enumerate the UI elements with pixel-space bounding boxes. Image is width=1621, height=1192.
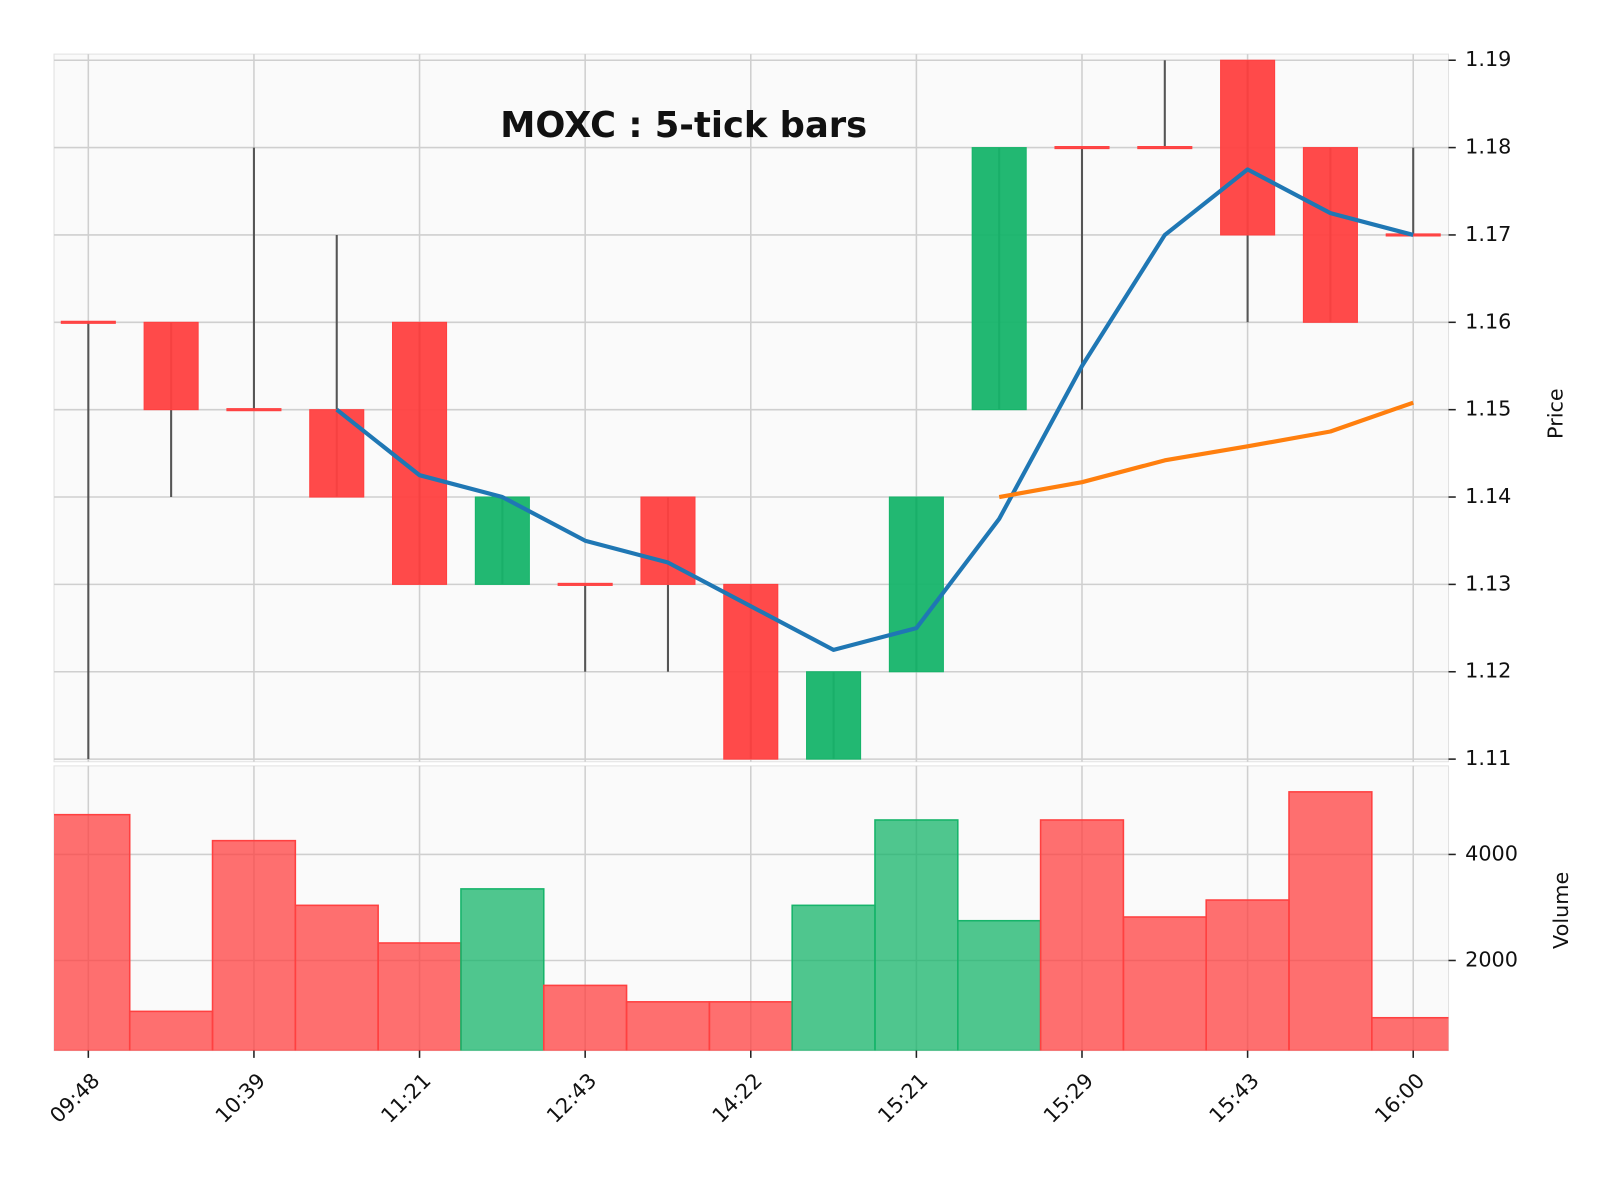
candle-body: [143, 321, 199, 411]
x-tick-label: 15:21: [873, 1068, 932, 1127]
volume-bar: [708, 1001, 793, 1051]
volume-tick-label: 4000: [1465, 841, 1518, 865]
x-tick-label: 09:48: [45, 1068, 104, 1127]
candle-body: [1054, 146, 1110, 150]
y-tick-label: 1.11: [1465, 746, 1511, 770]
candle-body: [474, 496, 530, 585]
candle-body: [1137, 146, 1193, 150]
candle-body: [971, 147, 1027, 411]
x-tick-label: 15:29: [1039, 1068, 1098, 1127]
volume-bar: [625, 1001, 711, 1051]
volume-bar: [1288, 791, 1373, 1051]
volume-bar: [957, 919, 1042, 1051]
volume-bar: [460, 888, 545, 1051]
x-tick-label: 10:39: [211, 1068, 270, 1127]
moving-average-line: [335, 167, 1414, 652]
y-tick-label: 1.15: [1465, 397, 1511, 421]
y-tick-label: 1.19: [1465, 47, 1511, 71]
x-tick-label: 14:22: [708, 1068, 767, 1127]
volume-bar: [377, 942, 462, 1051]
chart-title: MOXC : 5-tick bars: [500, 105, 867, 146]
volume-bar: [128, 1010, 214, 1051]
candle-body: [1220, 59, 1276, 236]
y-tick-label: 1.13: [1465, 571, 1511, 595]
volume-bar: [1122, 916, 1207, 1051]
volume-bar: [54, 813, 131, 1051]
x-tick-label: 16:00: [1370, 1068, 1429, 1127]
y-tick-label: 1.12: [1465, 659, 1511, 683]
volume-axis-label: Volume: [1549, 872, 1573, 949]
volume-bar: [211, 839, 297, 1051]
y-axis-label: Price: [1544, 388, 1568, 439]
candle-body: [60, 320, 116, 324]
candle-body: [392, 321, 448, 585]
x-tick-label: 11:21: [376, 1068, 435, 1127]
y-tick-label: 1.18: [1465, 135, 1511, 159]
candle-body: [557, 582, 613, 586]
y-tick-label: 1.16: [1465, 309, 1511, 333]
volume-bar: [542, 984, 628, 1051]
volume-bar: [1371, 1016, 1449, 1051]
volume-tick-label: 2000: [1465, 947, 1518, 971]
volume-bar: [791, 904, 876, 1051]
volume-bar: [1205, 899, 1290, 1051]
candle-body: [888, 496, 944, 673]
y-tick-label: 1.14: [1465, 484, 1511, 508]
candle-body: [723, 583, 779, 760]
x-tick-label: 15:43: [1204, 1068, 1263, 1127]
volume-bar: [1039, 819, 1125, 1051]
volume-bar: [294, 904, 379, 1051]
y-tick-label: 1.17: [1465, 222, 1511, 246]
candle-body: [806, 671, 862, 760]
volume-bar: [874, 819, 959, 1051]
candle-body: [1302, 147, 1358, 323]
candle-body: [226, 408, 282, 412]
x-tick-label: 12:43: [542, 1068, 601, 1127]
moving-average-line: [998, 400, 1414, 500]
